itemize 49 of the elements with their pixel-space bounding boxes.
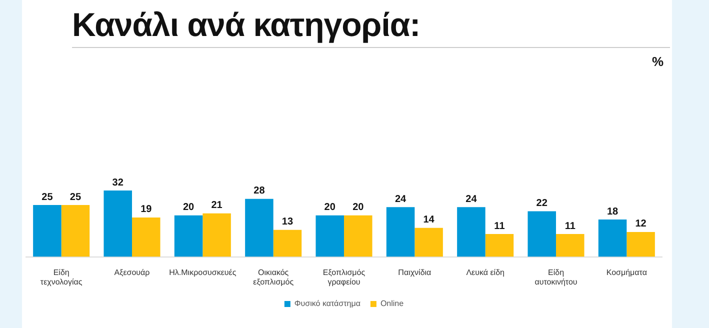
- bar: [132, 217, 160, 257]
- data-label: 21: [211, 200, 223, 212]
- data-label: 18: [606, 206, 619, 218]
- data-label: 25: [70, 192, 82, 203]
- data-label: 20: [182, 202, 195, 214]
- bar: [344, 215, 372, 257]
- x-tick-label: Εξοπλισμός γραφείου: [322, 268, 366, 286]
- data-label: 24: [394, 194, 407, 205]
- data-label: 14: [423, 214, 435, 226]
- data-label: 20: [352, 202, 364, 214]
- bar: [457, 207, 486, 257]
- bar: [386, 207, 415, 257]
- data-label: 11: [494, 220, 506, 232]
- bar: [245, 198, 274, 257]
- x-tick-label: Αξεσουάρ: [114, 268, 150, 277]
- x-tick-label: Κοσμήματα: [606, 268, 648, 277]
- bar: [316, 215, 344, 257]
- bar: [33, 205, 62, 257]
- bar: [174, 215, 203, 257]
- bar: [273, 230, 302, 257]
- data-label: 19: [140, 204, 152, 216]
- data-label: 32: [112, 177, 124, 188]
- legend-label: Φυσικό κατάστημα: [294, 299, 361, 308]
- x-tick-label: Είδη τεχνολογίας: [40, 268, 82, 286]
- x-tick-label: Λευκά είδη: [466, 268, 504, 277]
- bar: [414, 228, 443, 257]
- data-label: 13: [282, 216, 294, 228]
- bar: [556, 234, 584, 257]
- bar: [528, 211, 556, 257]
- bar: [104, 190, 132, 257]
- chart-title: Κανάλι ανά κατηγορία:: [72, 6, 420, 44]
- bar: [598, 220, 627, 257]
- text: %: [652, 54, 664, 69]
- x-tick-label: Ηλ.Μικροσυσκευές: [169, 268, 236, 277]
- bar: [202, 213, 231, 257]
- bar: [626, 232, 655, 257]
- data-label: 24: [466, 194, 478, 205]
- data-label: 25: [42, 192, 54, 203]
- x-tick-label: Είδη αυτοκινήτου: [534, 268, 578, 286]
- data-label: 22: [536, 198, 548, 210]
- x-tick-label: Οικιακός εξοπλισμός: [253, 268, 294, 286]
- legend-label: Online: [380, 299, 404, 308]
- data-label: 11: [564, 220, 576, 232]
- bar: [61, 205, 90, 257]
- data-label: 28: [254, 186, 266, 197]
- x-tick-label: Παιχνίδια: [398, 268, 432, 277]
- data-label: 12: [635, 218, 647, 230]
- data-label: 20: [324, 202, 336, 214]
- bar: [485, 234, 514, 257]
